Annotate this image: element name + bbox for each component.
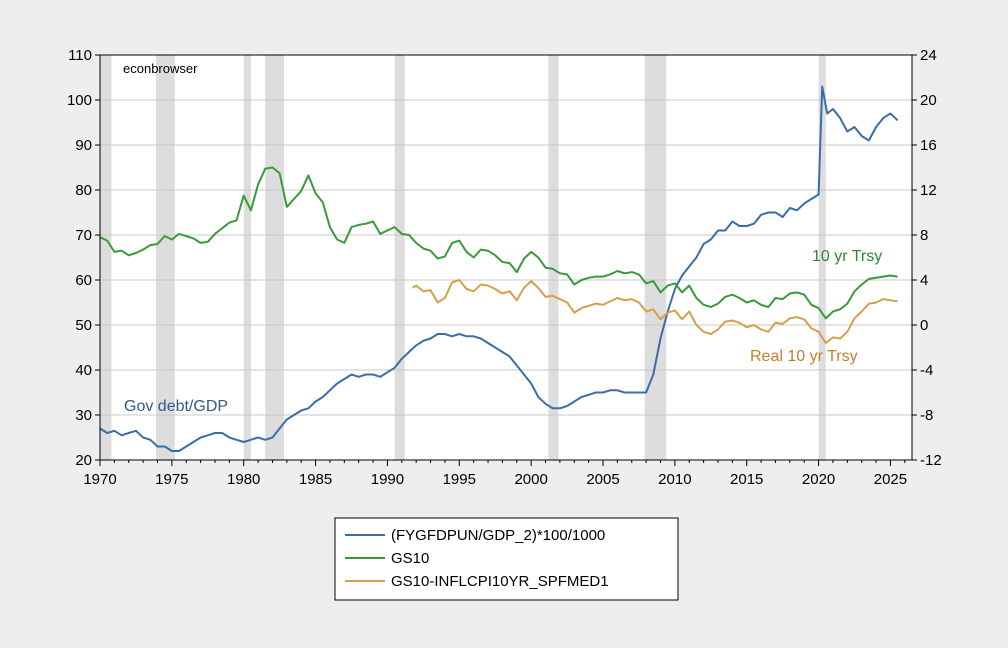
debt-label: Gov debt/GDP [124,398,228,415]
axes: 20 30 40 50 60 70 80 90 100 110 -12 -8 -4 0 4 8 12 16 20 24… [67,47,942,488]
series-line-2 [412,279,898,344]
plot-frame [99,54,913,461]
recession-band [243,55,251,460]
left-tick-label: 80 [75,182,92,199]
real-label: Real 10 yr Trsy [750,348,858,365]
left-tick-label: 100 [67,92,92,109]
left-tick-label: 50 [75,317,92,334]
right-tick-label: 16 [920,137,937,154]
right-tick-label: 12 [920,182,937,199]
x-tick-label: 1995 [443,471,476,488]
series-lines [99,85,899,452]
x-tick-label: 1990 [371,471,404,488]
legend-box [334,517,679,601]
legend: (FYGFDPUN/GDP_2)*100/1000 GS10 GS10-INFL… [334,517,679,601]
left-tick-label: 70 [75,227,92,244]
recession-band [394,55,405,460]
recession-band [548,55,559,460]
watermark-text: econbrowser [123,61,198,76]
series-line-0 [99,85,899,452]
x-tick-label: 1975 [155,471,188,488]
recession-band [818,55,826,460]
right-tick-label: -4 [920,362,933,379]
x-tick-label: 2010 [658,471,691,488]
right-tick-label: -8 [920,407,933,424]
recession-band [156,55,175,460]
x-tick-label: 2005 [586,471,619,488]
legend-label-debt: (FYGFDPUN/GDP_2)*100/1000 [391,527,605,544]
right-tick-label: 4 [920,272,928,289]
left-tick-label: 30 [75,407,92,424]
x-tick-label: 2000 [514,471,547,488]
x-tick-label: 1970 [83,471,116,488]
recession-band [644,55,667,460]
left-tick-label: 20 [75,452,92,469]
left-tick-label: 110 [68,47,92,64]
right-tick-label: -12 [920,452,942,469]
right-tick-label: 20 [920,92,937,109]
x-tick-label: 1985 [299,471,332,488]
recession-band [100,55,112,460]
right-tick-label: 0 [920,317,928,334]
x-tick-label: 1980 [227,471,260,488]
x-tick-label: 2020 [802,471,835,488]
legend-label-gs10: GS10 [391,550,429,567]
x-tick-label: 2015 [730,471,763,488]
left-tick-label: 60 [75,272,92,289]
recession-bands [100,55,826,460]
series-line-1 [99,166,898,320]
left-tick-label: 90 [75,137,92,154]
right-tick-label: 24 [920,47,937,64]
right-tick-label: 8 [920,227,928,244]
left-tick-label: 40 [75,362,92,379]
plot-area [100,55,912,460]
nominal-label: 10 yr Trsy [812,248,882,265]
x-tick-label: 2025 [874,471,907,488]
recession-band [265,55,284,460]
legend-label-real: GS10-INFLCPI10YR_SPFMED1 [391,573,609,590]
